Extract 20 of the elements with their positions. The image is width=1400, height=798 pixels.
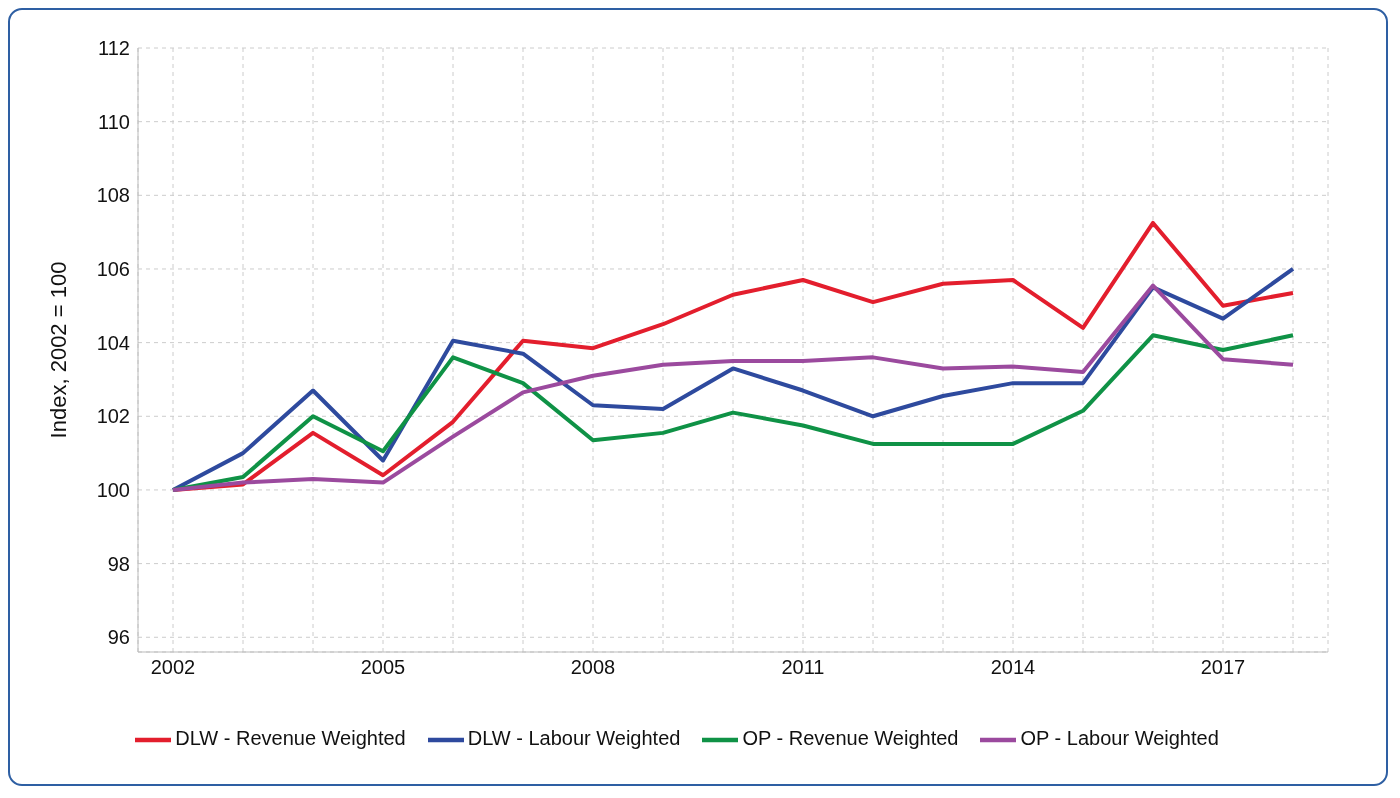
y-tick-label: 104 (96, 331, 130, 354)
x-tick-label: 2002 (150, 656, 196, 679)
y-tick-label: 106 (96, 258, 130, 281)
y-tick-label: 102 (96, 405, 130, 428)
y-tick-label: 100 (96, 479, 130, 502)
legend-label: DLW - Revenue Weighted (175, 727, 406, 750)
x-tick-label: 2017 (1200, 656, 1246, 679)
legend-label: DLW - Labour Weighted (467, 727, 681, 750)
y-axis-title: Index, 2002 = 100 (45, 261, 71, 439)
x-tick-label: 2005 (360, 656, 406, 679)
x-tick-label: 2014 (990, 656, 1036, 679)
x-tick-label: 2008 (570, 656, 616, 679)
x-tick-label: 2011 (781, 656, 825, 679)
legend-label: OP - Labour Weighted (1020, 727, 1219, 750)
y-tick-label: 96 (107, 626, 130, 649)
y-tick-label: 110 (98, 110, 130, 133)
y-tick-label: 98 (107, 552, 130, 575)
y-tick-label: 108 (96, 184, 130, 207)
legend-label: OP - Revenue Weighted (742, 727, 959, 750)
y-tick-label: 112 (98, 37, 130, 60)
